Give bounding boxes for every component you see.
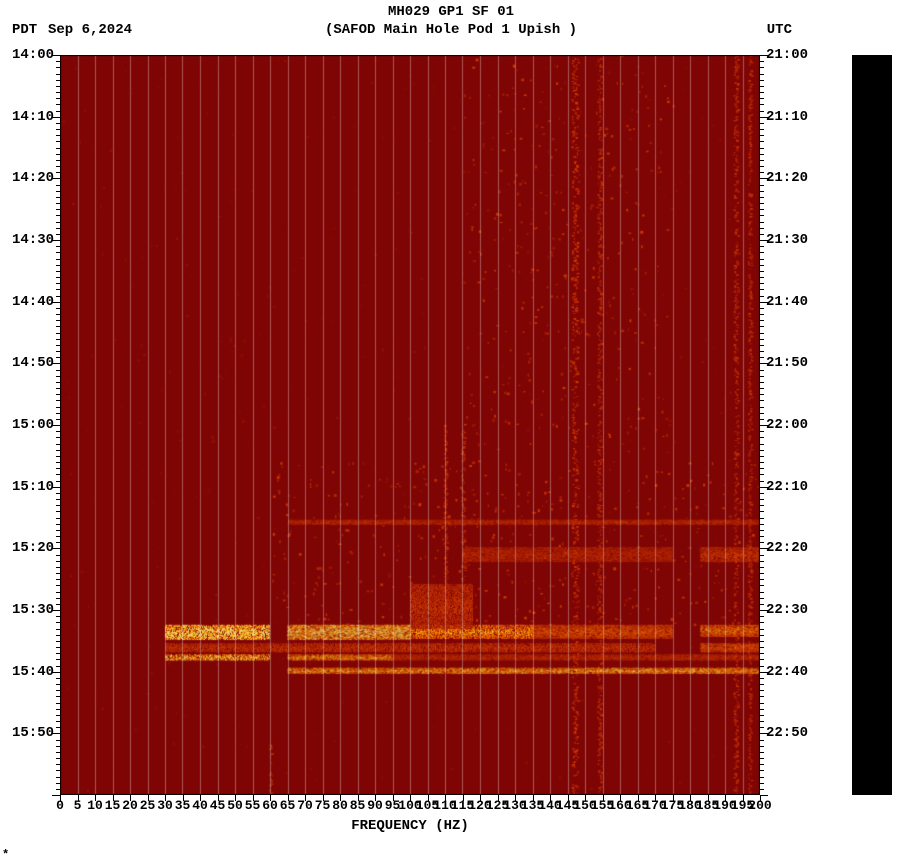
- y-right-label: 21:30: [766, 232, 808, 248]
- y-left-label: 15:40: [12, 664, 54, 680]
- y-left-label: 15:00: [12, 417, 54, 433]
- colorbar: [852, 55, 892, 795]
- chart-subtitle: (SAFOD Main Hole Pod 1 Upish ): [325, 22, 577, 38]
- y-right-label: 21:50: [766, 355, 808, 371]
- y-right-label: 21:40: [766, 294, 808, 310]
- spectrogram-canvas: [60, 55, 760, 795]
- y-left-label: 14:20: [12, 170, 54, 186]
- y-left-label: 14:30: [12, 232, 54, 248]
- timezone-right-label: UTC: [767, 22, 792, 38]
- y-right-label: 22:10: [766, 479, 808, 495]
- chart-title: MH029 GP1 SF 01: [388, 4, 514, 20]
- y-right-label: 22:30: [766, 602, 808, 618]
- y-right-label: 22:00: [766, 417, 808, 433]
- x-axis-title: FREQUENCY (HZ): [351, 818, 469, 834]
- y-right-label: 21:00: [766, 47, 808, 63]
- y-right-label: 22:50: [766, 725, 808, 741]
- y-left-label: 14:10: [12, 109, 54, 125]
- footer-mark: *: [2, 848, 9, 862]
- y-left-label: 14:50: [12, 355, 54, 371]
- y-left-label: 15:10: [12, 479, 54, 495]
- timezone-left-label: PDT: [12, 22, 37, 38]
- y-left-label: 15:50: [12, 725, 54, 741]
- y-right-label: 21:10: [766, 109, 808, 125]
- y-left-label: 15:30: [12, 602, 54, 618]
- y-left-label: 14:40: [12, 294, 54, 310]
- y-left-label: 15:20: [12, 540, 54, 556]
- y-right-label: 22:40: [766, 664, 808, 680]
- y-right-label: 21:20: [766, 170, 808, 186]
- y-right-label: 22:20: [766, 540, 808, 556]
- spectrogram-plot: 14:0014:1014:2014:3014:4014:5015:0015:10…: [60, 55, 760, 795]
- y-left-label: 14:00: [12, 47, 54, 63]
- x-axis-labels: 0510152025303540455055606570758085909510…: [60, 798, 760, 818]
- date-label: Sep 6,2024: [48, 22, 132, 38]
